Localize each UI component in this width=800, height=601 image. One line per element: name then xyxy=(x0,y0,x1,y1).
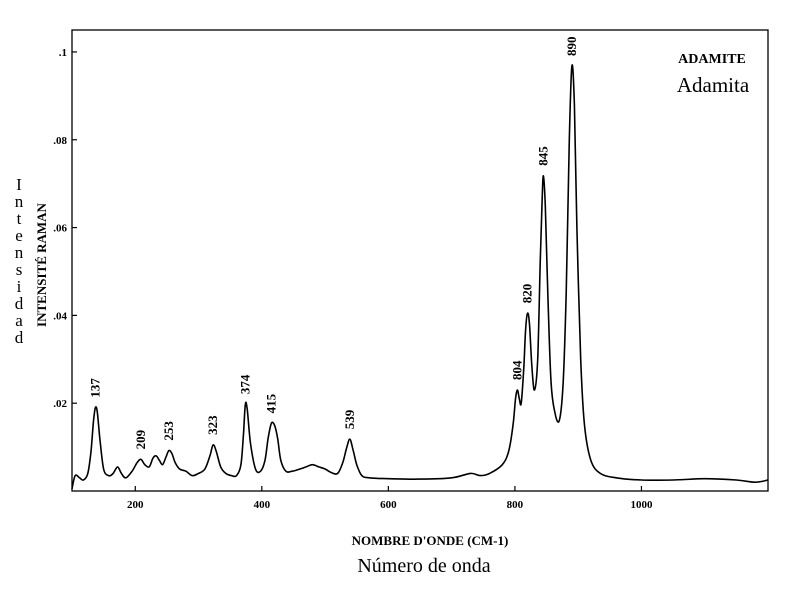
x-tick-label: 600 xyxy=(380,499,397,511)
x-tick-label: 200 xyxy=(127,499,144,511)
x-axis-title: NOMBRE D'ONDE (CM-1) xyxy=(352,533,509,548)
y-axis-subtitle-letter: t xyxy=(17,209,22,228)
y-axis-subtitle-letter: n xyxy=(15,243,24,262)
peak-label-209: 209 xyxy=(133,429,148,449)
y-axis-subtitle-letter: d xyxy=(15,294,24,313)
peak-label-539: 539 xyxy=(342,409,357,429)
y-axis-subtitle-letter: a xyxy=(15,311,23,330)
x-tick-label: 1000 xyxy=(630,499,653,511)
y-tick-label: .04 xyxy=(53,310,67,322)
peak-label-804: 804 xyxy=(509,360,524,380)
peak-label-820: 820 xyxy=(520,284,535,304)
x-tick-label: 400 xyxy=(254,499,271,511)
peak-label-253: 253 xyxy=(161,421,176,441)
peak-labels: 137 209 253 323 374 415 539 804 820 845 890 xyxy=(87,37,579,450)
y-axis-subtitle-letter: i xyxy=(17,277,22,296)
y-axis-subtitle-letter: e xyxy=(15,226,23,245)
axis-ticks xyxy=(72,51,643,491)
y-tick-label: .1 xyxy=(59,47,67,59)
y-axis-subtitle-letter: I xyxy=(16,175,22,194)
y-tick-label: .08 xyxy=(53,135,67,147)
peak-label-415: 415 xyxy=(263,393,278,413)
y-axis-subtitle-letter: s xyxy=(16,260,23,279)
y-axis-title: INTENSITÉ RAMAN xyxy=(34,202,49,326)
chart-subtitle: Adamita xyxy=(677,73,750,97)
x-tick-label: 800 xyxy=(507,499,524,511)
x-axis-subtitle: Número de onda xyxy=(357,555,490,577)
peak-label-323: 323 xyxy=(205,415,220,435)
y-tick-label: .02 xyxy=(53,398,67,410)
peak-label-845: 845 xyxy=(535,146,550,166)
y-axis-subtitle-letter: n xyxy=(15,192,24,211)
peak-label-374: 374 xyxy=(237,374,252,394)
peak-label-137: 137 xyxy=(87,378,102,398)
axis-tick-labels: 200 400 600 800 1000 .02 .04 .06 .08 .1 xyxy=(53,47,653,511)
y-tick-label: .06 xyxy=(53,223,67,235)
spectrum-line xyxy=(71,64,769,489)
y-axis-subtitle-letter: d xyxy=(15,328,24,347)
plot-frame xyxy=(71,29,769,492)
peak-label-890: 890 xyxy=(564,37,579,57)
chart-title: ADAMITE xyxy=(678,52,746,67)
